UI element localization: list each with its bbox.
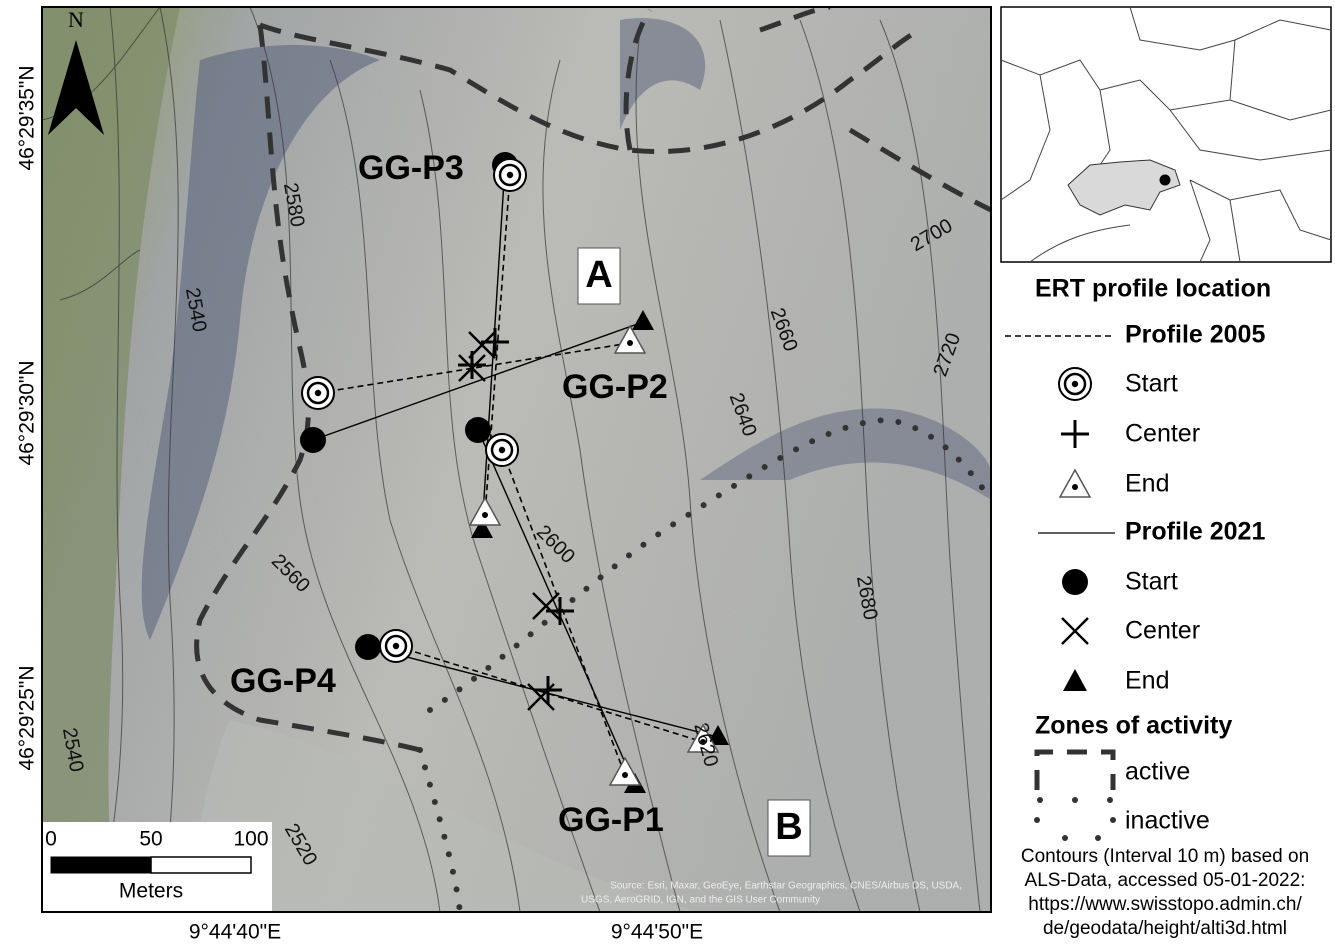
map-feature [1001,7,1331,262]
legend-inactive-zone [1034,797,1116,841]
source-text: USGS, AeroGRID, IGN, and the GIS User Co… [581,895,820,906]
inset-map [1001,7,1331,262]
map-feature [465,417,491,443]
latitude-label: 46°29'30"N [16,360,39,465]
north-label: N [68,7,84,32]
map-feature [494,159,526,191]
legend-entry: Start [1125,370,1178,398]
profile-label: GG-P2 [562,368,668,406]
profile-label: GG-P3 [358,149,464,187]
legend: ERT profile location Profile 2005 Start … [1005,275,1271,841]
scale-tick: 100 [233,828,268,851]
legend-entry: Center [1125,617,1200,645]
map-feature [302,377,334,409]
map-feature [1110,817,1116,823]
legend-entry: Start [1125,568,1178,596]
map-feature [1107,797,1113,803]
map-feature [380,630,412,662]
legend-symbol [1060,470,1090,497]
legend-symbol [1062,618,1088,644]
zone-label: A [585,254,612,296]
scale-tick: 50 [139,828,162,851]
legend-entry: Profile 2005 [1125,321,1265,349]
map-feature [1160,175,1171,186]
profile-label: GG-P1 [558,801,664,839]
map-feature [355,634,381,660]
longitude-label: 9°44'40"E [189,921,281,944]
legend-entry: Profile 2021 [1125,518,1265,546]
latitude-label: 46°29'35"N [16,65,39,170]
map-feature [486,434,518,466]
map-feature [1034,817,1040,823]
longitude-label: 9°44'50"E [611,921,703,944]
scale-bar-segment [151,857,251,873]
legend-title: ERT profile location [1035,275,1271,303]
profile-label: GG-P4 [230,662,336,700]
legend-symbol [1063,669,1087,691]
map-area: 2580 2540 2560 2540 2520 2600 2620 2640 … [42,7,991,912]
map-feature [1037,797,1043,803]
footnote: ALS-Data, accessed 05-01-2022: [1025,870,1306,891]
map-figure: 2580 2540 2560 2540 2520 2600 2620 2640 … [0,0,1335,947]
footnote: https://www.swisstopo.admin.ch/ [1028,894,1302,915]
legend-entry: End [1125,470,1169,498]
legend-active-zone [1037,752,1113,790]
legend-symbol [1059,368,1091,400]
map-feature [1062,835,1068,841]
legend-entry: active [1125,758,1190,786]
scale-unit: Meters [119,880,183,903]
map-feature [300,427,326,453]
legend-entry: inactive [1125,807,1210,835]
scale-tick: 0 [45,828,57,851]
latitude-label: 46°29'25"N [16,665,39,770]
scale-bar-segment [51,857,151,873]
legend-entry: End [1125,667,1169,695]
footnote: Contours (Interval 10 m) based on [1021,846,1309,867]
source-text: Source: Esri, Maxar, GeoEye, Earthstar G… [610,881,962,892]
footnote: de/geodata/height/alti3d.html [1043,918,1287,939]
map-feature [1072,797,1078,803]
zone-label: B [775,806,802,848]
legend-entry: Center [1125,420,1200,448]
legend-symbol [1062,569,1088,595]
legend-title: Zones of activity [1035,712,1232,740]
map-feature [1095,835,1101,841]
legend-symbol [1061,420,1089,448]
